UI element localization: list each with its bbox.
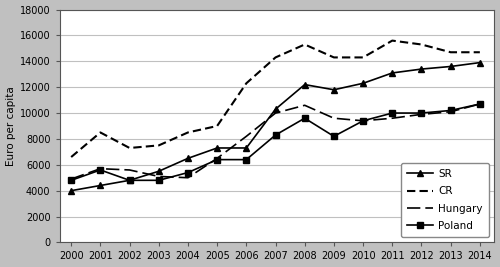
Line: Poland: Poland bbox=[68, 101, 482, 183]
Hungary bbox=[390, 117, 396, 120]
CR bbox=[214, 124, 220, 128]
Poland bbox=[126, 179, 132, 182]
SR bbox=[156, 170, 162, 173]
Line: CR: CR bbox=[71, 41, 480, 157]
Hungary bbox=[185, 176, 191, 179]
SR bbox=[68, 189, 74, 192]
Hungary bbox=[448, 110, 454, 113]
Line: SR: SR bbox=[68, 60, 482, 194]
SR bbox=[448, 65, 454, 68]
Hungary bbox=[68, 178, 74, 181]
Poland bbox=[68, 179, 74, 182]
CR bbox=[98, 131, 103, 134]
Poland bbox=[448, 109, 454, 112]
CR bbox=[185, 131, 191, 134]
CR bbox=[126, 146, 132, 150]
CR bbox=[272, 56, 278, 59]
CR bbox=[68, 155, 74, 159]
SR bbox=[390, 71, 396, 74]
Hungary bbox=[418, 113, 424, 116]
SR bbox=[331, 88, 337, 91]
SR bbox=[272, 108, 278, 111]
Legend: SR, CR, Hungary, Poland: SR, CR, Hungary, Poland bbox=[401, 163, 489, 237]
Hungary bbox=[331, 117, 337, 120]
SR bbox=[214, 146, 220, 150]
CR bbox=[390, 39, 396, 42]
Y-axis label: Euro per capita: Euro per capita bbox=[6, 86, 16, 166]
SR bbox=[185, 157, 191, 160]
Hungary bbox=[126, 168, 132, 172]
Poland bbox=[390, 111, 396, 115]
CR bbox=[244, 82, 250, 85]
SR bbox=[98, 184, 103, 187]
CR bbox=[156, 144, 162, 147]
CR bbox=[448, 51, 454, 54]
CR bbox=[477, 51, 483, 54]
SR bbox=[418, 68, 424, 71]
Hungary bbox=[214, 157, 220, 160]
Poland bbox=[418, 111, 424, 115]
Hungary bbox=[302, 104, 308, 107]
SR bbox=[477, 61, 483, 64]
Hungary bbox=[156, 175, 162, 178]
Hungary bbox=[477, 102, 483, 105]
Hungary bbox=[360, 119, 366, 122]
SR bbox=[244, 146, 250, 150]
Poland bbox=[477, 102, 483, 105]
Poland bbox=[244, 158, 250, 161]
Poland bbox=[272, 134, 278, 137]
CR bbox=[302, 43, 308, 46]
Poland bbox=[331, 135, 337, 138]
SR bbox=[302, 83, 308, 86]
Hungary bbox=[98, 167, 103, 170]
Hungary bbox=[272, 111, 278, 115]
CR bbox=[331, 56, 337, 59]
CR bbox=[418, 43, 424, 46]
Poland bbox=[98, 168, 103, 172]
Poland bbox=[360, 119, 366, 122]
Line: Hungary: Hungary bbox=[71, 104, 480, 179]
Poland bbox=[214, 158, 220, 161]
Poland bbox=[185, 171, 191, 174]
Poland bbox=[156, 179, 162, 182]
CR bbox=[360, 56, 366, 59]
Poland bbox=[302, 117, 308, 120]
SR bbox=[360, 82, 366, 85]
SR bbox=[126, 179, 132, 182]
Hungary bbox=[244, 135, 250, 138]
